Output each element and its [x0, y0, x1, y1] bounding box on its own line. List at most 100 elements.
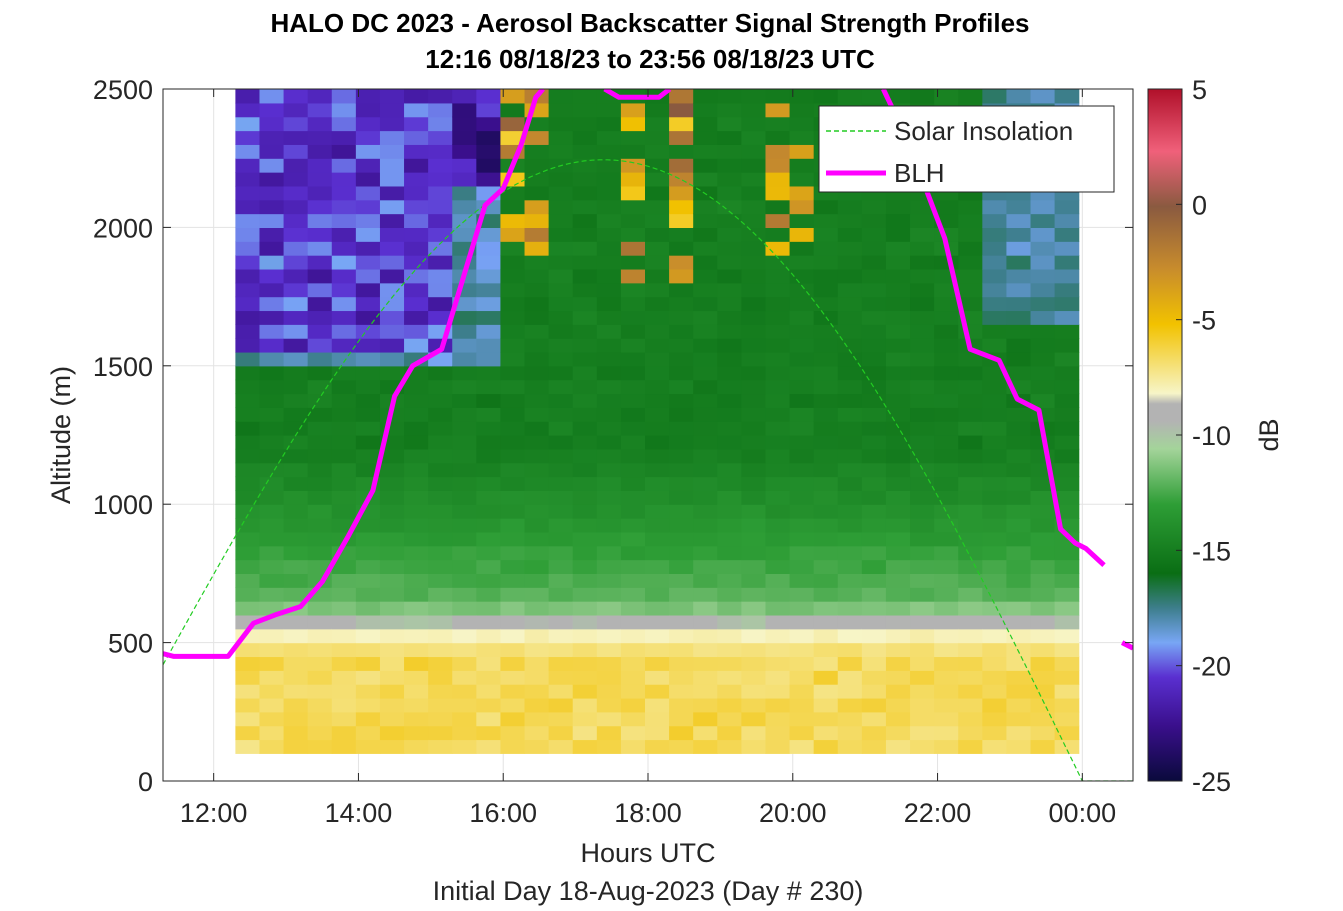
- heatmap-cell: [452, 310, 477, 325]
- heatmap-cell: [1054, 656, 1080, 671]
- heatmap-cell: [379, 338, 405, 353]
- heatmap-cell: [982, 684, 1008, 699]
- heatmap-cell: [235, 268, 261, 284]
- heatmap-cell: [331, 379, 357, 395]
- heatmap-cell: [428, 130, 453, 145]
- heatmap-cell: [982, 628, 1008, 644]
- heatmap-cell: [1030, 670, 1056, 685]
- legend: Solar Insolation BLH: [818, 105, 1115, 193]
- heatmap-cell: [789, 476, 815, 491]
- heatmap-cell: [934, 587, 959, 602]
- heatmap-cell: [235, 587, 261, 602]
- heatmap-cell: [669, 587, 694, 602]
- heatmap-cell: [789, 587, 815, 602]
- heatmap-cell: [645, 670, 670, 685]
- heatmap-cell: [1030, 255, 1056, 270]
- heatmap-cell: [813, 504, 839, 519]
- heatmap-cell: [693, 448, 718, 464]
- heatmap-cell: [283, 642, 309, 658]
- heatmap-cell: [283, 697, 309, 713]
- heatmap-cell: [283, 614, 309, 630]
- heatmap-cell: [789, 711, 815, 727]
- heatmap-cell: [885, 255, 911, 270]
- heatmap-cell: [428, 531, 453, 547]
- heatmap-cell: [1054, 697, 1080, 713]
- heatmap-cell: [283, 241, 309, 256]
- heatmap-cell: [934, 476, 959, 491]
- heatmap-cell: [476, 296, 502, 312]
- heatmap-cell: [259, 559, 285, 574]
- heatmap-cell: [813, 268, 839, 284]
- heatmap-cell: [307, 545, 333, 561]
- heatmap-cell: [235, 725, 261, 741]
- heatmap-cell: [765, 421, 791, 436]
- heatmap-cell: [789, 144, 815, 159]
- heatmap-cell: [259, 518, 285, 533]
- heatmap-cell: [813, 476, 839, 491]
- heatmap-cell: [259, 587, 285, 602]
- heatmap-cell: [355, 518, 381, 533]
- heatmap-cell: [596, 670, 622, 685]
- heatmap-cell: [452, 172, 477, 187]
- heatmap-cell: [259, 656, 285, 671]
- heatmap-cell: [789, 351, 815, 367]
- heatmap-cell: [524, 614, 550, 630]
- heatmap-cell: [813, 573, 839, 588]
- heatmap-cell: [1006, 587, 1032, 602]
- heatmap-cell: [379, 504, 405, 519]
- heatmap-cell: [934, 89, 959, 104]
- heatmap-cell: [307, 144, 333, 159]
- heatmap-cell: [428, 545, 453, 561]
- heatmap-cell: [355, 324, 381, 339]
- heatmap-cell: [379, 130, 405, 145]
- heatmap-cell: [548, 116, 574, 132]
- heatmap-cell: [741, 393, 767, 408]
- heatmap-cell: [259, 545, 285, 561]
- heatmap-cell: [645, 365, 670, 381]
- heatmap-cell: [910, 573, 935, 588]
- heatmap-cell: [885, 435, 911, 450]
- heatmap-cell: [789, 628, 815, 644]
- heatmap-cell: [235, 144, 261, 159]
- heatmap-cell: [669, 351, 694, 367]
- heatmap-cell: [548, 393, 574, 408]
- heatmap-cell: [885, 587, 911, 602]
- heatmap-cell: [428, 241, 453, 256]
- heatmap-cell: [1030, 587, 1056, 602]
- heatmap-cell: [910, 199, 935, 215]
- heatmap-cell: [1006, 338, 1032, 353]
- heatmap-cell: [885, 351, 911, 367]
- heatmap-cell: [476, 102, 502, 118]
- heatmap-cell: [379, 725, 405, 741]
- heatmap-cell: [524, 144, 550, 159]
- heatmap-cell: [548, 199, 574, 215]
- heatmap-cell: [669, 338, 694, 353]
- heatmap-cell: [452, 407, 477, 422]
- heatmap-cell: [885, 89, 911, 104]
- heatmap-cell: [596, 144, 622, 159]
- heatmap-cell: [765, 531, 791, 547]
- colorbar: 50-5-10-15-20-25 dB: [1147, 75, 1284, 797]
- heatmap-cell: [283, 656, 309, 671]
- heatmap-cell: [885, 365, 911, 381]
- heatmap-cell: [717, 490, 742, 505]
- heatmap-cell: [235, 365, 261, 381]
- heatmap-cell: [669, 255, 694, 270]
- heatmap-cell: [283, 268, 309, 284]
- heatmap-cell: [693, 739, 718, 754]
- heatmap-cell: [1054, 268, 1080, 284]
- heatmap-cell: [1030, 448, 1056, 464]
- heatmap-cell: [645, 601, 670, 616]
- heatmap-cell: [235, 697, 261, 713]
- heatmap-cell: [307, 116, 333, 132]
- heatmap-cell: [620, 448, 646, 464]
- heatmap-cell: [741, 365, 767, 381]
- heatmap-cell: [524, 172, 550, 187]
- heatmap-cell: [379, 684, 405, 699]
- heatmap-cell: [596, 130, 622, 145]
- heatmap-cell: [452, 185, 477, 201]
- heatmap-cell: [331, 338, 357, 353]
- heatmap-cell: [500, 365, 526, 381]
- blh-line: [603, 89, 672, 100]
- heatmap-cell: [1030, 614, 1056, 630]
